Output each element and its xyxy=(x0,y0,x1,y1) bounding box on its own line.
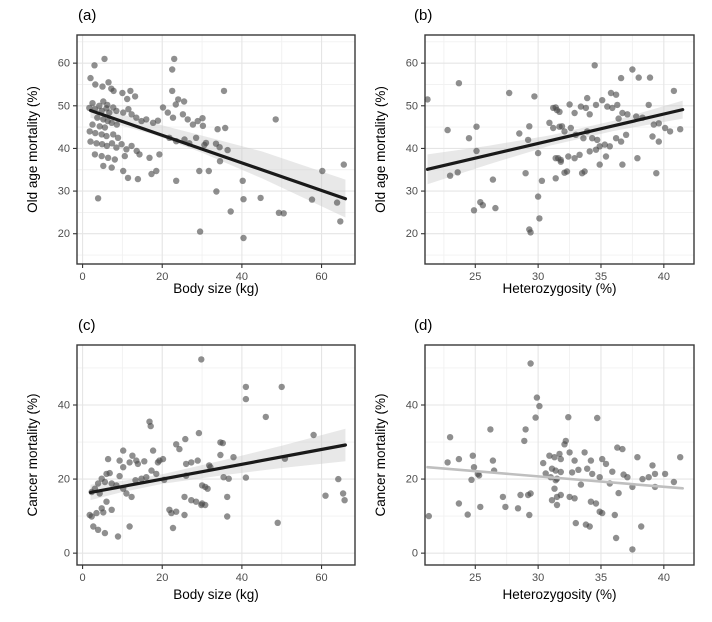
svg-text:0: 0 xyxy=(412,548,418,560)
x-axis-title-c: Body size (kg) xyxy=(173,587,259,602)
svg-text:35: 35 xyxy=(595,572,607,584)
y-axis-title-c: Cancer mortality (%) xyxy=(25,393,40,517)
svg-text:50: 50 xyxy=(406,100,418,112)
panel-label-a: (a) xyxy=(78,7,97,24)
panel-label-b: (b) xyxy=(414,7,433,24)
svg-text:60: 60 xyxy=(315,271,327,283)
svg-text:40: 40 xyxy=(658,271,670,283)
svg-text:60: 60 xyxy=(406,58,418,70)
svg-text:25: 25 xyxy=(469,572,481,584)
svg-text:60: 60 xyxy=(58,58,70,70)
svg-text:40: 40 xyxy=(58,143,70,155)
svg-text:20: 20 xyxy=(156,572,168,584)
panel-label-c: (c) xyxy=(78,317,96,334)
svg-text:40: 40 xyxy=(406,143,418,155)
svg-text:20: 20 xyxy=(58,228,70,240)
svg-text:25: 25 xyxy=(469,271,481,283)
y-axis-title-a: Old age mortality (%) xyxy=(25,86,40,213)
svg-text:40: 40 xyxy=(658,572,670,584)
svg-text:20: 20 xyxy=(406,228,418,240)
svg-text:30: 30 xyxy=(406,186,418,198)
svg-text:30: 30 xyxy=(58,186,70,198)
x-axis-title-a: Body size (kg) xyxy=(173,281,259,296)
svg-text:20: 20 xyxy=(58,474,70,486)
svg-text:35: 35 xyxy=(595,271,607,283)
svg-text:40: 40 xyxy=(406,400,418,412)
svg-text:30: 30 xyxy=(532,271,544,283)
svg-text:0: 0 xyxy=(80,572,86,584)
panel-a-plot: 0 20 40 60 20 30 40 50 60 xyxy=(58,34,356,283)
y-axis-title-b: Old age mortality (%) xyxy=(373,86,388,213)
x-axis-title-b: Heterozygosity (%) xyxy=(502,281,617,296)
x-axis-title-d: Heterozygosity (%) xyxy=(502,587,617,602)
svg-text:40: 40 xyxy=(236,271,248,283)
svg-text:50: 50 xyxy=(58,100,70,112)
panel-label-d: (d) xyxy=(414,317,433,334)
svg-text:20: 20 xyxy=(156,271,168,283)
y-axis-title-d: Cancer mortality (%) xyxy=(373,393,388,517)
svg-text:40: 40 xyxy=(236,572,248,584)
panel-d-plot: 25 30 35 40 0 20 40 xyxy=(406,344,695,584)
panel-c-plot: 0 20 40 60 0 20 40 xyxy=(58,344,356,584)
svg-text:0: 0 xyxy=(64,548,70,560)
svg-text:60: 60 xyxy=(315,572,327,584)
svg-text:20: 20 xyxy=(406,474,418,486)
panel-b-plot: 25 30 35 40 20 30 40 50 60 xyxy=(406,34,695,283)
svg-text:40: 40 xyxy=(58,400,70,412)
svg-text:0: 0 xyxy=(80,271,86,283)
svg-text:30: 30 xyxy=(532,572,544,584)
